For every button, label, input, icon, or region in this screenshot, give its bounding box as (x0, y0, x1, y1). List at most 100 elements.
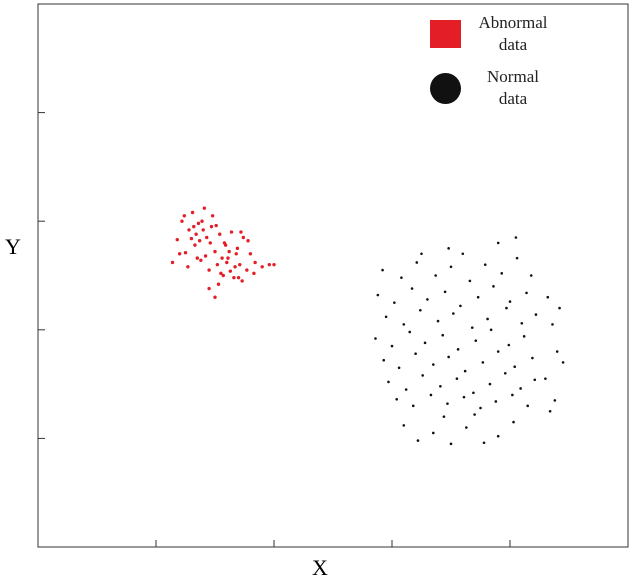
legend-marker (430, 20, 461, 48)
data-point (456, 348, 460, 351)
data-point (531, 356, 534, 360)
data-point (193, 243, 197, 247)
legend-label: Abnormal data (478, 13, 548, 54)
data-point (553, 399, 557, 402)
data-point (561, 361, 565, 364)
data-point (503, 371, 507, 375)
data-point (534, 313, 538, 316)
data-point (235, 246, 240, 251)
data-point (387, 380, 390, 384)
data-point (192, 224, 196, 229)
data-point (449, 265, 453, 269)
data-point (395, 398, 399, 401)
data-point (442, 415, 446, 418)
data-point (177, 252, 182, 256)
data-point (512, 420, 515, 424)
data-point (551, 323, 554, 326)
data-point (199, 258, 203, 262)
x-axis-label: X (312, 555, 328, 580)
data-point (432, 363, 435, 366)
plot-frame (37, 3, 629, 548)
data-point (419, 308, 422, 312)
data-point (397, 366, 401, 370)
data-point (515, 256, 519, 260)
data-point (486, 317, 489, 321)
data-point (482, 441, 486, 445)
data-point (479, 406, 482, 410)
data-point (238, 262, 242, 267)
data-point (229, 230, 234, 234)
data-point (221, 273, 225, 278)
data-point (514, 236, 518, 239)
data-point (232, 275, 236, 280)
data-point (226, 256, 230, 260)
data-point (488, 382, 492, 386)
data-point (196, 221, 201, 226)
data-point (555, 350, 559, 353)
data-point (186, 265, 190, 269)
data-point (459, 304, 462, 308)
data-point (207, 268, 211, 272)
legend-item: Abnormal data (430, 12, 553, 56)
data-point (500, 272, 504, 275)
data-point (434, 274, 437, 277)
data-point (175, 237, 179, 242)
data-point (548, 409, 552, 413)
data-point (443, 290, 447, 294)
data-point (202, 206, 207, 210)
data-point (170, 260, 175, 265)
data-point (384, 315, 388, 319)
data-point (416, 439, 420, 442)
data-point (494, 400, 498, 403)
data-point (436, 319, 440, 323)
data-point (267, 262, 271, 267)
data-point (245, 268, 249, 272)
data-point (481, 361, 485, 364)
data-point (233, 265, 237, 269)
data-point (492, 285, 495, 288)
data-point (200, 219, 204, 223)
legend-marker (430, 72, 461, 104)
data-point (446, 402, 449, 405)
data-point (214, 223, 218, 228)
data-point (222, 241, 227, 245)
data-point (423, 341, 427, 345)
data-point (402, 323, 406, 326)
data-point (210, 214, 215, 218)
data-point (474, 339, 478, 342)
data-point (526, 404, 529, 408)
data-point (496, 434, 500, 438)
data-point (213, 249, 217, 254)
data-point (208, 241, 212, 245)
data-point (240, 279, 244, 283)
data-point (408, 330, 412, 334)
data-point (447, 355, 450, 359)
data-point (468, 279, 472, 283)
data-point (253, 260, 257, 265)
data-point (432, 431, 435, 435)
data-point (489, 328, 493, 332)
data-point (205, 235, 209, 240)
data-point (207, 286, 211, 291)
data-point (180, 219, 184, 223)
data-point (421, 374, 424, 377)
data-point (496, 350, 500, 353)
legend-item: Normal data (430, 66, 553, 110)
data-point (414, 352, 417, 355)
data-point (213, 295, 217, 299)
data-point (239, 230, 243, 234)
data-point (472, 391, 475, 395)
data-point (246, 239, 250, 243)
data-point (463, 369, 467, 373)
data-point (452, 312, 455, 315)
data-point (533, 378, 537, 382)
y-axis-label: Y (5, 234, 21, 259)
data-point (248, 252, 253, 256)
data-point (465, 426, 468, 429)
data-point (420, 252, 423, 256)
data-point (470, 326, 474, 329)
data-point (505, 306, 508, 310)
data-point (390, 344, 394, 348)
